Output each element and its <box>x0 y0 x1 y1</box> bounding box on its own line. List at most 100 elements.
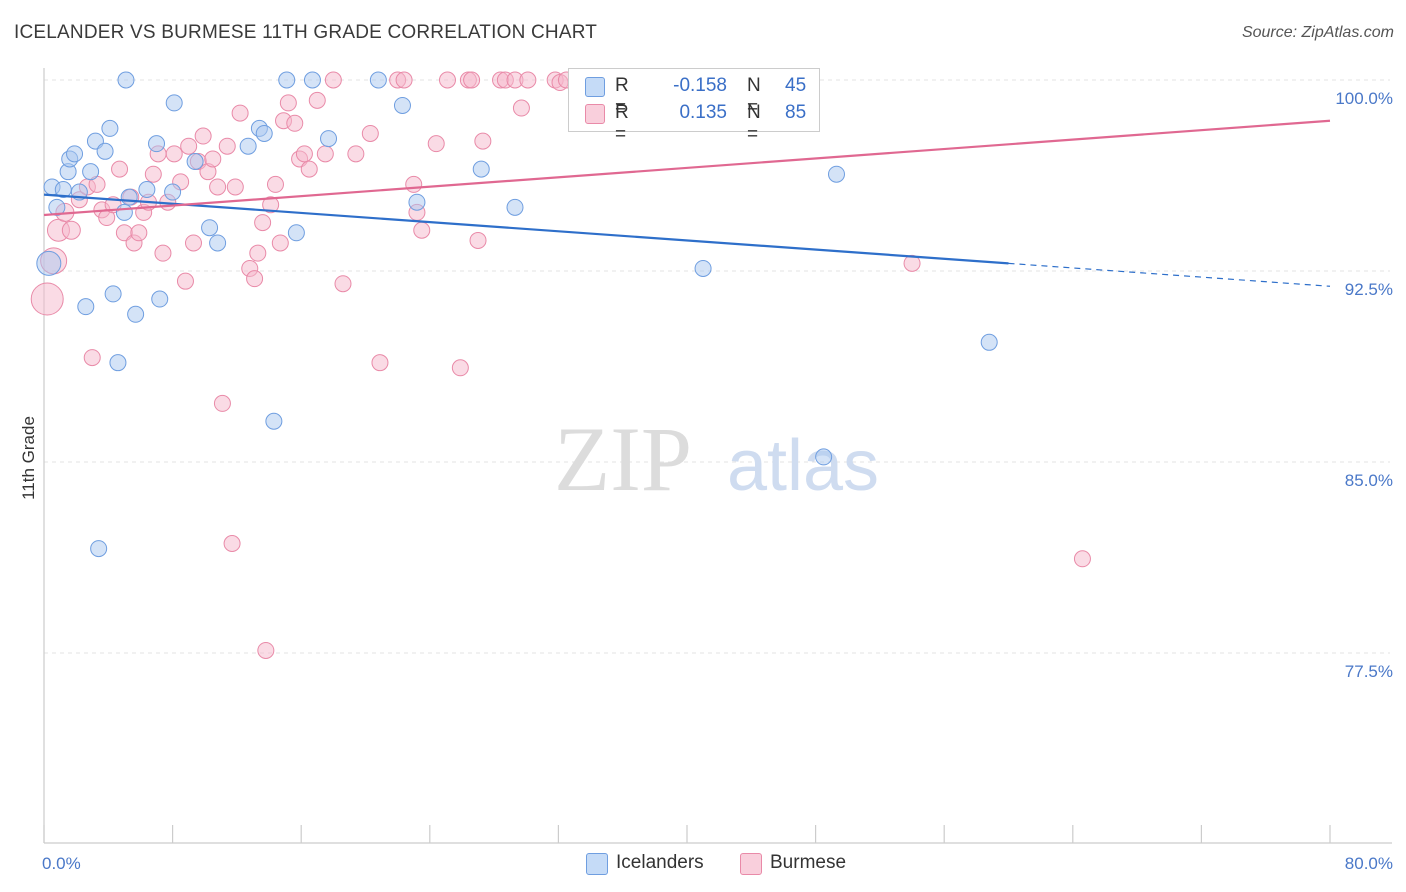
burmese-point-57 <box>361 124 379 142</box>
legend-label-icelanders: Icelanders <box>616 852 704 873</box>
burmese-point-29 <box>194 127 212 145</box>
legend-swatch-pink <box>740 853 762 875</box>
icelanders-point-31 <box>278 71 296 89</box>
burmese-point-45 <box>271 234 289 252</box>
burmese-point-63 <box>413 221 431 239</box>
burmese-point-56 <box>347 145 365 163</box>
burmese-point-42 <box>257 641 275 659</box>
burmese-point-41 <box>254 214 272 232</box>
burmese-point-84 <box>512 99 530 117</box>
icelanders-point-18 <box>127 305 145 323</box>
burmese-point-52 <box>308 91 326 109</box>
icelanders-point-22 <box>164 183 182 201</box>
burmese-point-32 <box>209 178 227 196</box>
icelanders-point-12 <box>101 119 119 137</box>
burmese-point-4 <box>61 220 81 240</box>
burmese-point-51 <box>300 160 318 178</box>
icelanders-point-13 <box>104 285 122 303</box>
icelanders-point-26 <box>209 234 227 252</box>
burmese-point-25 <box>176 272 194 290</box>
icelanders-point-15 <box>115 203 133 221</box>
burmese-point-36 <box>226 178 244 196</box>
burmese-point-37 <box>231 104 249 122</box>
icelanders-point-43 <box>980 333 998 351</box>
burmese-point-31 <box>204 150 222 168</box>
burmese-point-68 <box>463 71 481 89</box>
burmese-point-53 <box>316 145 334 163</box>
trend-line-icelanders <box>43 193 1009 265</box>
burmese-point-39 <box>246 270 264 288</box>
legend-label-burmese: Burmese <box>770 852 847 873</box>
legend-r-value: 0.135 <box>679 102 727 123</box>
burmese-point-21 <box>154 244 172 262</box>
y-tick-label-1: 92.5% <box>1345 280 1393 299</box>
burmese-point-7 <box>83 349 101 367</box>
y-tick-label-0: 100.0% <box>1335 89 1393 108</box>
icelanders-point-17 <box>117 71 135 89</box>
axes <box>43 68 1392 844</box>
series-icelanders-points <box>36 71 998 558</box>
legend-n-value: 45 <box>785 75 807 96</box>
icelanders-point-36 <box>393 96 411 114</box>
legend-n-value: 85 <box>785 102 807 123</box>
icelanders-point-35 <box>369 71 387 89</box>
legend-r-value: -0.158 <box>673 75 727 96</box>
burmese-point-48 <box>286 114 304 132</box>
legend-swatch-blue <box>586 853 608 875</box>
burmese-point-65 <box>438 71 456 89</box>
burmese-point-54 <box>324 71 342 89</box>
burmese-point-60 <box>395 71 413 89</box>
icelanders-point-34 <box>320 130 338 148</box>
icelanders-point-14 <box>109 354 127 372</box>
icelanders-point-39 <box>506 198 524 216</box>
tick-labels: 100.0% 92.5% 85.0% 77.5% 0.0% 80.0% <box>42 89 1393 873</box>
icelanders-point-30 <box>265 412 283 430</box>
burmese-point-74 <box>519 71 537 89</box>
y-tick-label-2: 85.0% <box>1345 471 1393 490</box>
icelanders-point-38 <box>472 160 490 178</box>
icelanders-point-5 <box>66 145 84 163</box>
burmese-point-47 <box>279 94 297 112</box>
legend-swatch-blue <box>585 77 605 97</box>
burmese-point-27 <box>184 234 202 252</box>
burmese-point-61 <box>405 175 423 193</box>
burmese-point-35 <box>223 534 241 552</box>
icelanders-point-8 <box>82 163 100 181</box>
burmese-point-64 <box>427 135 445 153</box>
y-tick-label-3: 77.5% <box>1345 662 1393 681</box>
burmese-point-0 <box>30 282 64 316</box>
legend-n-label: N = <box>747 102 761 145</box>
chart-title: ICELANDER VS BURMESE 11TH GRADE CORRELAT… <box>14 22 598 43</box>
icelanders-point-40 <box>694 259 712 277</box>
burmese-point-19 <box>144 165 162 183</box>
icelanders-point-23 <box>165 94 183 112</box>
burmese-point-66 <box>451 359 469 377</box>
burmese-point-12 <box>111 160 129 178</box>
trend-line-burmese <box>43 119 1331 217</box>
icelanders-point-1 <box>48 198 66 216</box>
icelanders-point-41 <box>815 448 833 466</box>
x-tick-label-0: 0.0% <box>42 854 81 873</box>
x-tick-label-1: 80.0% <box>1345 854 1393 873</box>
burmese-point-23 <box>165 145 183 163</box>
legend-r-label: R = <box>615 75 629 118</box>
icelanders-point-19 <box>138 181 156 199</box>
icelanders-point-20 <box>148 135 166 153</box>
icelanders-point-16 <box>120 188 138 206</box>
burmese-point-40 <box>249 244 267 262</box>
legend-r-label: R = <box>615 102 629 145</box>
watermark-zip: ZIP <box>554 408 692 510</box>
icelanders-point-29 <box>255 124 273 142</box>
legend-n-label: N = <box>747 75 761 118</box>
burmese-point-16 <box>130 224 148 242</box>
watermark-atlas: atlas <box>727 426 879 506</box>
burmese-point-44 <box>266 175 284 193</box>
burmese-point-69 <box>469 231 487 249</box>
source-label: Source: ZipAtlas.com <box>1241 24 1394 41</box>
icelanders-point-33 <box>303 71 321 89</box>
burmese-point-55 <box>334 275 352 293</box>
legend-swatch-pink <box>585 104 605 124</box>
burmese-point-82 <box>903 254 921 272</box>
icelanders-point-21 <box>151 290 169 308</box>
